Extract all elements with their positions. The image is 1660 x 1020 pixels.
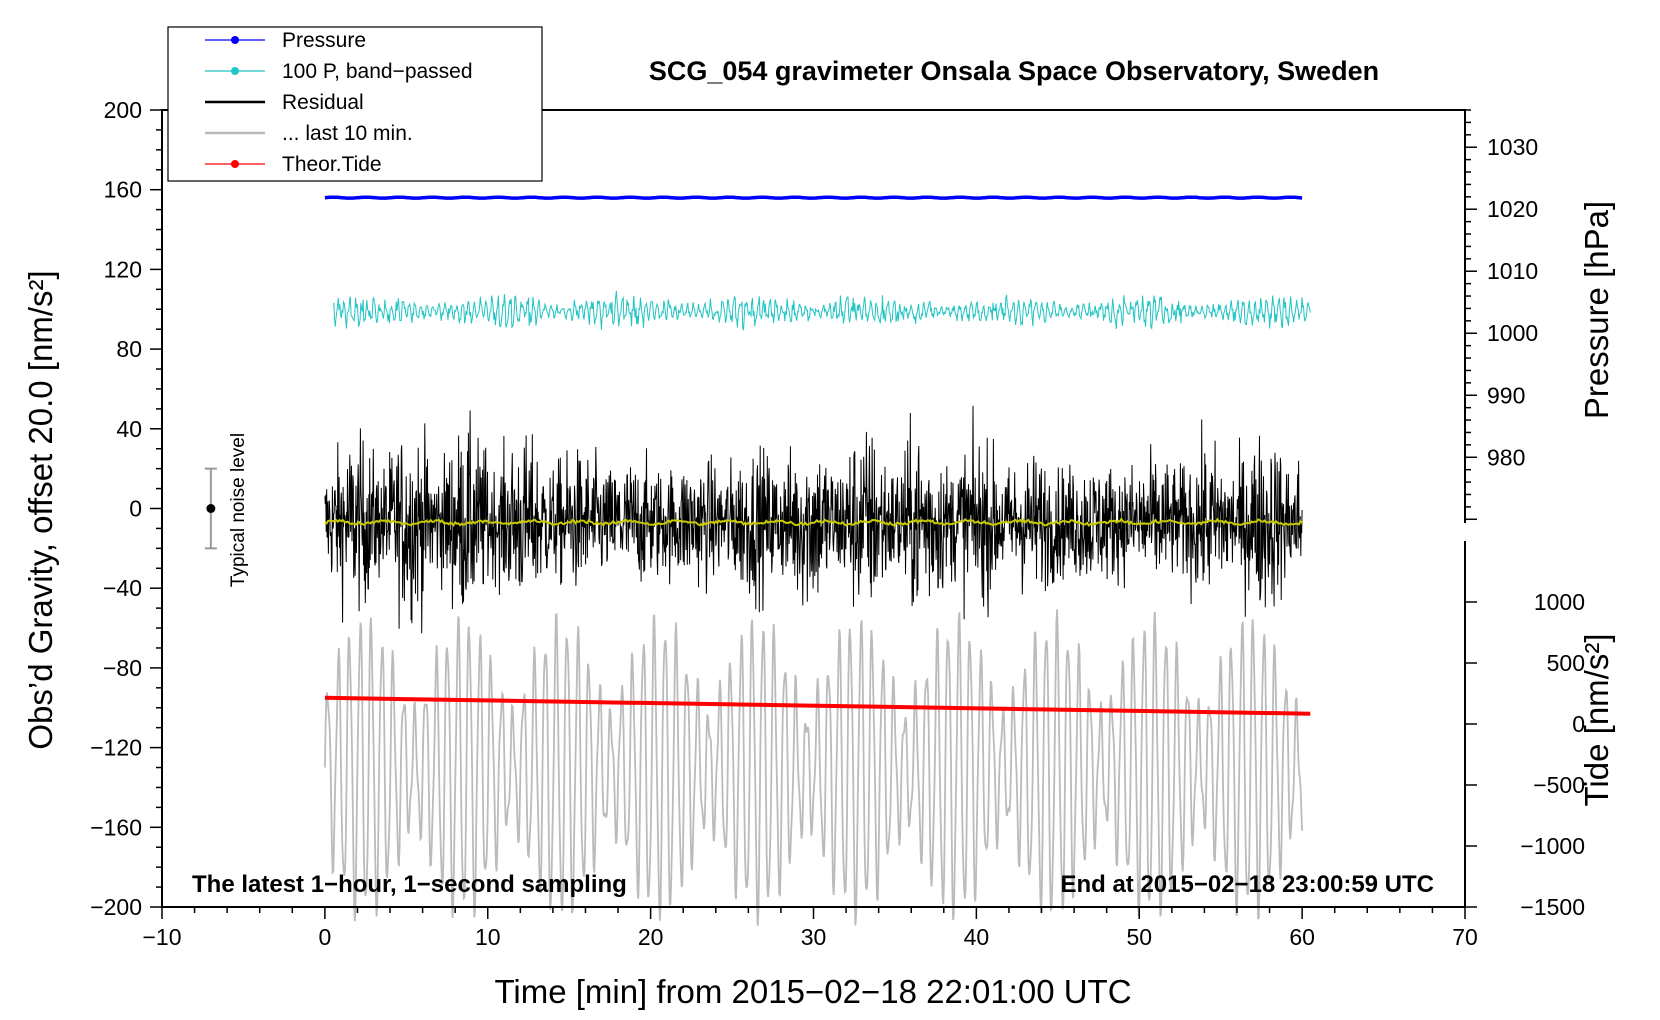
y-tick-label: 80 — [116, 336, 142, 362]
y-axis-tide: 1000 500 0 −500 −1000 −1500 — [1465, 589, 1585, 920]
x-axis-title: Time [min] from 2015−02−18 22:01:00 UTC — [494, 973, 1131, 1010]
y-tick-label: 40 — [116, 416, 142, 442]
y-tick-label: 0 — [129, 496, 142, 522]
x-tick-label: 60 — [1289, 924, 1315, 950]
legend-item: Theor.Tide — [205, 153, 382, 176]
y-tick-label: −120 — [90, 735, 142, 761]
annotation-sampling: The latest 1−hour, 1−second sampling — [192, 871, 627, 898]
pressure-tick-label: 1020 — [1487, 196, 1538, 222]
noise-level-label: Typical noise level — [228, 433, 249, 587]
pressure-tick-label: 1030 — [1487, 134, 1538, 160]
x-tick-label: 70 — [1452, 924, 1478, 950]
series-residual-smoothed — [324, 517, 1303, 528]
legend-label: 100 P, band−passed — [282, 60, 473, 83]
legend-item: Pressure — [205, 29, 366, 52]
chart-title: SCG_054 gravimeter Onsala Space Observat… — [649, 56, 1379, 86]
y-tick-label: −40 — [103, 575, 142, 601]
y-tick-label: 160 — [104, 177, 142, 203]
y-axis-pressure: 1030 1020 1010 1000 990 980 — [1465, 109, 1538, 521]
series-residual — [324, 405, 1303, 634]
legend: Pressure 100 P, band−passed Residual ... la… — [167, 26, 543, 182]
tide-tick-label: −1500 — [1520, 894, 1585, 920]
series-pressure — [324, 195, 1303, 200]
pressure-tick-label: 1010 — [1487, 258, 1538, 284]
pressure-tick-label: 1000 — [1487, 320, 1538, 346]
legend-label: Theor.Tide — [282, 153, 382, 176]
legend-item: Residual — [205, 91, 364, 114]
pressure-tick-label: 990 — [1487, 382, 1525, 408]
x-tick-label: 10 — [475, 924, 501, 950]
y-tick-label: −200 — [90, 894, 142, 920]
y-tick-label: −160 — [90, 814, 142, 840]
legend-marker — [231, 67, 239, 75]
y-tick-label: 200 — [104, 97, 142, 123]
legend-marker — [231, 160, 239, 168]
tide-tick-label: 500 — [1547, 650, 1585, 676]
legend-label: Pressure — [282, 29, 366, 52]
tide-tick-label: 0 — [1572, 711, 1585, 737]
tide-tick-label: −1000 — [1520, 833, 1585, 859]
series-layer — [324, 195, 1311, 926]
y-axis-left: 200 160 120 80 40 0 −40 −80 −120 −160 −200 — [90, 97, 162, 920]
legend-label: Residual — [282, 91, 364, 114]
x-axis: −10 0 10 20 30 40 50 60 70 — [142, 907, 1478, 950]
legend-marker — [231, 36, 239, 44]
legend-item: ... last 10 min. — [205, 122, 413, 145]
tide-tick-label: −500 — [1533, 772, 1585, 798]
x-tick-label: 30 — [801, 924, 827, 950]
noise-center-dot — [206, 504, 216, 513]
x-tick-label: 40 — [964, 924, 990, 950]
x-tick-label: 50 — [1126, 924, 1152, 950]
series-last-10-min — [324, 609, 1303, 926]
noise-level-indicator — [204, 467, 217, 550]
legend-item: 100 P, band−passed — [205, 60, 473, 83]
y-tick-label: −80 — [103, 655, 142, 681]
annotation-end-time: End at 2015−02−18 23:00:59 UTC — [1060, 871, 1434, 898]
x-tick-label: 0 — [318, 924, 331, 950]
y-axis-title-left: Obs’d Gravity, offset 20.0 [nm/s²] — [22, 270, 59, 749]
x-tick-label: 20 — [638, 924, 664, 950]
y-axis-title-tide: Tide [nm/s²] — [1578, 634, 1615, 807]
x-tick-label: −10 — [142, 924, 181, 950]
series-pressure-band-passed — [332, 290, 1311, 331]
series-theoretical-tide — [324, 695, 1311, 716]
tide-tick-label: 1000 — [1534, 589, 1585, 615]
pressure-tick-label: 980 — [1487, 444, 1525, 470]
y-axis-title-pressure: Pressure [hPa] — [1578, 201, 1615, 419]
y-tick-label: 120 — [104, 256, 142, 282]
legend-box — [167, 26, 543, 182]
legend-label: ... last 10 min. — [282, 122, 413, 145]
